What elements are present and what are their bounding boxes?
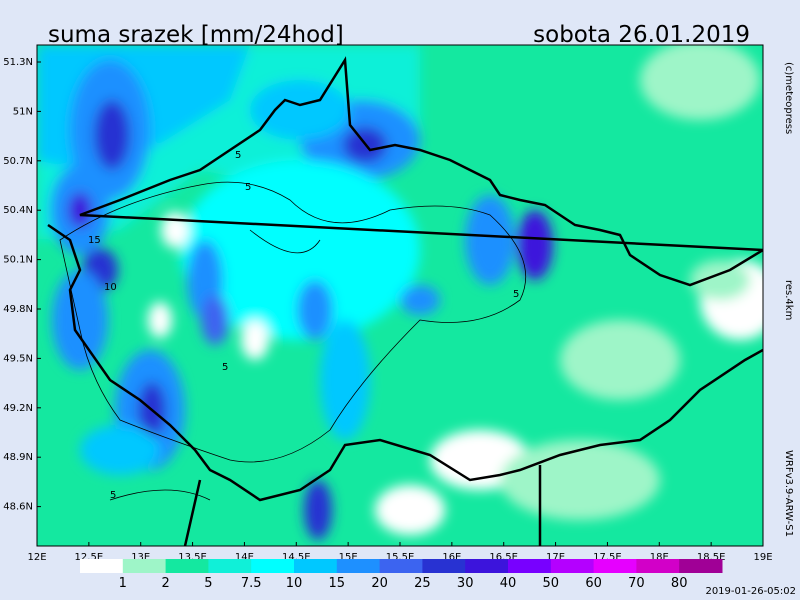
contour-label: 5 (235, 150, 241, 161)
lon-label: 13E (131, 552, 150, 563)
contour-label: 5 (513, 289, 519, 300)
legend-label: 60 (585, 576, 602, 591)
legend-label: 5 (204, 576, 212, 591)
border (47, 56, 763, 546)
lon-label: 18E (650, 552, 669, 563)
lat-label: 51N (13, 106, 33, 117)
lon-label: 15E (339, 552, 358, 563)
legend-swatch (122, 559, 167, 573)
legend-label: 20 (371, 576, 388, 591)
contour-label: 5 (110, 490, 116, 501)
legend-swatch (679, 559, 723, 573)
lon-label: 19E (753, 552, 772, 563)
legend-swatch (636, 559, 680, 573)
legend-swatch (379, 559, 423, 573)
legend-swatch (208, 559, 252, 573)
legend: 1 2 5 7.5 10 15 20 25 30 40 50 60 70 80 (80, 559, 723, 591)
legend-label: 2 (161, 576, 169, 591)
lon-label: 14E (235, 552, 254, 563)
lat-label: 48.6N (3, 502, 33, 513)
lat-label: 48.9N (3, 452, 33, 463)
lon-label: 18.5E (697, 552, 726, 563)
model: WRFv3.9-ARW-S1 (783, 450, 794, 537)
lon-label: 12.5E (75, 552, 104, 563)
legend-label: 25 (414, 576, 431, 591)
lat-label: 50.4N (3, 205, 33, 216)
legend-label: 15 (329, 576, 346, 591)
contour-labels: 5 5 15 10 5 5 5 (88, 150, 519, 501)
lat-label: 51.3N (3, 57, 33, 68)
map-date: sobota 26.01.2019 (533, 22, 750, 48)
map-title: suma srazek [mm/24hod] (48, 22, 344, 48)
legend-swatch (165, 559, 209, 573)
lat-label: 49.8N (3, 304, 33, 315)
lon-label: 16E (442, 552, 461, 563)
contour-label: 5 (245, 182, 251, 193)
legend-label: 1 (119, 576, 127, 591)
lat-label: 50.7N (3, 156, 33, 167)
axis-labels: 51.3N 51N 50.7N 50.4N 50.1N 49.8N 49.5N 49.2N 48… (3, 57, 772, 563)
contour-label: 5 (222, 362, 228, 373)
lat-label: 49.2N (3, 403, 33, 414)
timestamp: 2019-01-26-05:02 (705, 586, 796, 597)
legend-swatch (422, 559, 466, 573)
legend-swatch (550, 559, 595, 573)
legend-swatch (465, 559, 509, 573)
lon-label: 14.5E (282, 552, 311, 563)
legend-label: 70 (628, 576, 645, 591)
legend-swatch (508, 559, 552, 573)
lon-label: 12E (27, 552, 46, 563)
legend-label: 50 (543, 576, 560, 591)
lon-label: 13.5E (178, 552, 207, 563)
legend-swatch (251, 559, 295, 573)
lon-label: 16.5E (489, 552, 518, 563)
legend-label: 10 (286, 576, 303, 591)
legend-label: 80 (671, 576, 688, 591)
legend-label: 7.5 (241, 576, 262, 591)
legend-swatch (593, 559, 637, 573)
contour-label: 15 (88, 235, 101, 246)
contour-label: 10 (104, 282, 117, 293)
legend-label: 40 (500, 576, 517, 591)
legend-swatch (80, 559, 124, 573)
lon-label: 15.5E (386, 552, 415, 563)
lon-label: 17E (546, 552, 565, 563)
credit: (c)meteopress (783, 62, 794, 134)
legend-swatch (294, 559, 338, 573)
lat-label: 49.5N (3, 353, 33, 364)
legend-label: 30 (457, 576, 474, 591)
lat-label: 50.1N (3, 255, 33, 266)
lon-label: 17.5E (593, 552, 622, 563)
legend-swatch (336, 559, 381, 573)
resolution: res.4km (783, 280, 794, 320)
precip-field (37, 45, 763, 546)
